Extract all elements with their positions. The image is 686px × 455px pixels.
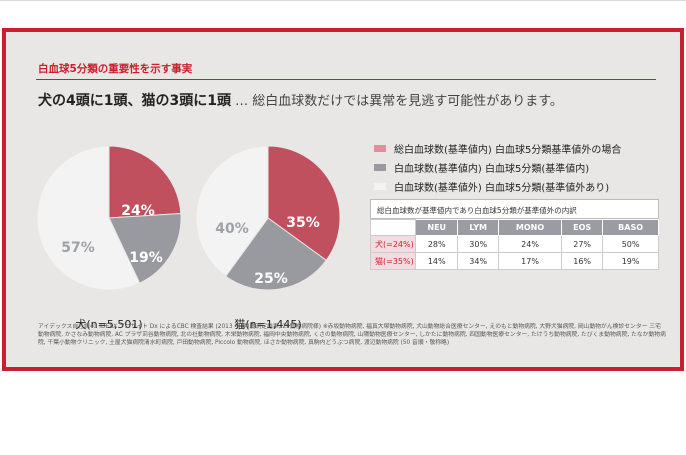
pie-slice-label: 35%	[286, 215, 320, 231]
pie-slice	[108, 212, 182, 284]
section-kicker: 白血球5分類の重要性を示す事実	[38, 63, 193, 75]
dog-pie-chart: 24% 19% 57%	[36, 145, 182, 291]
legend-swatch	[374, 145, 386, 152]
table-row-label: 猫(=35%)	[370, 252, 416, 270]
table-title: 総白血球数が基準値内であり白血球5分類が基準値外の内訳	[370, 199, 659, 219]
dog-pie-caption: 犬(n=5,501)	[75, 318, 143, 331]
table-header-cell	[370, 219, 416, 236]
pie-slice	[108, 145, 182, 219]
table-cell: 27%	[561, 235, 604, 253]
headline: 犬の4頭に1頭、猫の3頭に1頭 … 総白血球数だけでは異常を見逃す可能性がありま…	[38, 90, 563, 110]
table-cell: 19%	[602, 252, 659, 270]
table-cell: 50%	[602, 235, 659, 253]
dog-pie-svg: 24% 19% 57%	[36, 145, 182, 291]
legend-label: 白血球数(基準値内) 白血球5分類(基準値内)	[394, 164, 590, 175]
legend-item: 白血球数(基準値外) 白血球5分類(基準値外あり)	[374, 177, 621, 196]
legend-item: 白血球数(基準値内) 白血球5分類(基準値内)	[374, 158, 621, 177]
table-header-cell: NEU	[414, 219, 459, 236]
footnote: アイデックス自社調べ: IDEXX プロサイト Dx によるCBC 検査結果 (…	[38, 324, 666, 346]
table-row-label: 犬(=24%)	[370, 235, 416, 253]
table-row: 犬(=24%) 28% 30% 24% 27% 50%	[370, 235, 659, 253]
pie-slice-label: 40%	[215, 221, 249, 237]
cat-pie-chart: 35% 25% 40%	[195, 145, 341, 291]
table-cell: 24%	[497, 235, 563, 253]
table-row: 猫(=35%) 14% 34% 17% 16% 19%	[370, 252, 659, 270]
table-cell: 30%	[457, 235, 499, 253]
table-cell: 16%	[561, 252, 604, 270]
headline-rest: … 総白血球数だけでは異常を見逃す可能性があります。	[230, 94, 563, 109]
pie-slice	[224, 217, 327, 291]
cat-pie-svg: 35% 25% 40%	[195, 145, 341, 291]
headline-strong: 犬の4頭に1頭、猫の3頭に1頭	[38, 93, 231, 109]
table-header-cell: BASO	[602, 219, 659, 236]
pie-slice	[36, 145, 141, 291]
breakdown-table: 総白血球数が基準値内であり白血球5分類が基準値外の内訳 NEU LYM MONO…	[370, 199, 659, 270]
pie-slice-label: 57%	[61, 240, 95, 256]
legend-label: 総白血球数(基準値内) 白血球5分類基準値外の場合	[394, 145, 622, 156]
pie-slice	[195, 145, 269, 277]
table-header-cell: MONO	[497, 219, 563, 236]
top-divider	[0, 0, 686, 1]
table-cell: 28%	[414, 235, 459, 253]
breakdown-grid: NEU LYM MONO EOS BASO 犬(=24%) 28% 30% 24…	[370, 219, 659, 270]
table-header-row: NEU LYM MONO EOS BASO	[370, 219, 659, 236]
table-cell: 14%	[414, 252, 459, 270]
legend-swatch	[374, 164, 386, 171]
pie-slice-label: 25%	[254, 271, 288, 287]
kicker-rule	[36, 79, 656, 80]
pie-slice-label: 19%	[129, 250, 163, 266]
pie-slice	[267, 145, 341, 262]
table-cell: 34%	[457, 252, 499, 270]
legend: 総白血球数(基準値内) 白血球5分類基準値外の場合 白血球数(基準値内) 白血球…	[374, 139, 621, 196]
table-cell: 17%	[497, 252, 563, 270]
table-header-cell: EOS	[561, 219, 604, 236]
cat-pie-caption: 猫(n=1,445)	[234, 318, 302, 331]
pie-slice-label: 24%	[121, 203, 155, 219]
legend-label: 白血球数(基準値外) 白血球5分類(基準値外あり)	[394, 183, 610, 194]
legend-item: 総白血球数(基準値内) 白血球5分類基準値外の場合	[374, 139, 621, 158]
legend-swatch	[374, 183, 386, 190]
info-panel: 白血球5分類の重要性を示す事実 犬の4頭に1頭、猫の3頭に1頭 … 総白血球数だ…	[2, 28, 684, 371]
table-header-cell: LYM	[457, 219, 499, 236]
